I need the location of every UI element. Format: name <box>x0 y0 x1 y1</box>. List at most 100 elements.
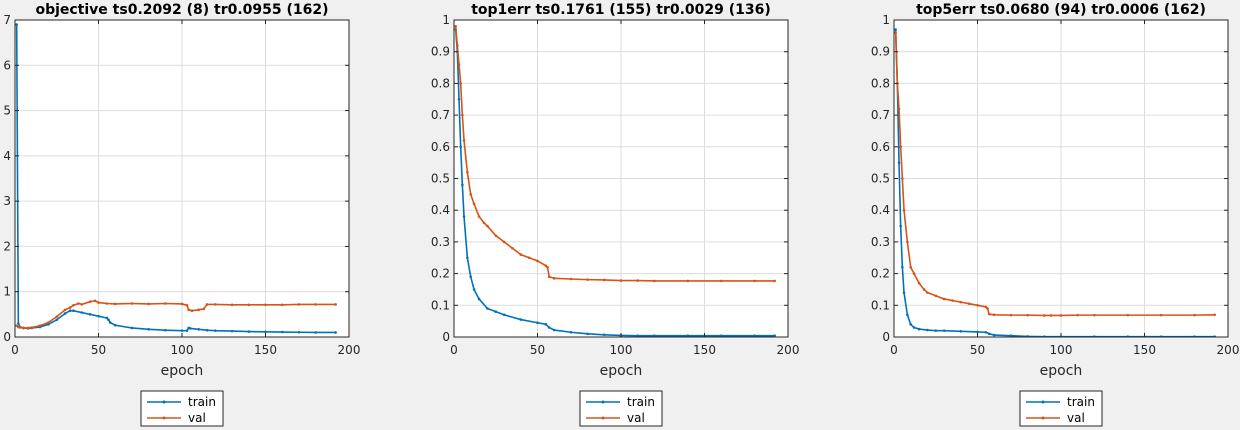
legend-label-val: val <box>188 411 206 425</box>
data-point-train <box>992 333 996 337</box>
data-point-train <box>519 318 523 321</box>
data-point-train <box>899 224 902 228</box>
data-point-train <box>912 326 916 329</box>
data-point-train <box>15 23 18 26</box>
legend: train val <box>579 390 663 427</box>
data-point-train <box>72 309 75 313</box>
x-tick-label: 0 <box>450 343 458 357</box>
data-point-val <box>922 288 926 291</box>
data-point-val <box>459 82 462 85</box>
data-point-val <box>22 326 25 330</box>
data-point-val <box>897 107 901 111</box>
y-tick-label: 0.4 <box>431 203 450 217</box>
y-tick-label: 0.9 <box>871 45 890 59</box>
data-point-val <box>653 279 656 283</box>
data-point-val <box>636 279 639 282</box>
legend-label-train: train <box>627 395 655 409</box>
data-point-val <box>926 291 929 294</box>
data-point-val <box>906 240 909 244</box>
data-point-val <box>527 256 531 260</box>
y-tick-label: 0.2 <box>431 267 450 281</box>
data-point-val <box>477 215 481 218</box>
series-val <box>454 25 776 283</box>
data-point-val <box>197 308 200 312</box>
data-point-train <box>147 328 150 331</box>
data-point-val <box>130 302 134 305</box>
data-point-val <box>1193 313 1196 317</box>
data-point-train <box>185 329 189 332</box>
legend-box <box>140 390 224 427</box>
y-tick-label: 1 <box>3 285 11 299</box>
data-point-train <box>88 313 92 316</box>
data-point-val <box>314 303 317 306</box>
legend-marker-val <box>601 416 605 420</box>
data-point-val <box>202 307 206 311</box>
data-point-val <box>461 113 464 117</box>
y-tick-label: 0.7 <box>871 108 890 122</box>
data-point-val <box>47 321 50 324</box>
data-point-val <box>97 301 100 304</box>
data-point-val <box>164 302 167 305</box>
data-point-train <box>108 321 112 324</box>
legend-marker-train <box>162 400 166 404</box>
data-point-val <box>1059 314 1063 317</box>
data-point-train <box>773 334 776 337</box>
legend: train val <box>140 390 224 427</box>
data-point-train <box>230 329 234 333</box>
x-tick-label: 150 <box>254 343 277 357</box>
data-point-val <box>719 279 723 283</box>
data-point-val <box>511 246 514 250</box>
data-point-train <box>197 328 200 331</box>
data-point-val <box>105 302 109 305</box>
data-point-val <box>190 309 194 313</box>
x-tick-label: 200 <box>777 343 800 357</box>
data-point-val <box>469 193 473 196</box>
data-point-val <box>77 302 80 305</box>
chart-title: objective ts0.2092 (8) tr0.0955 (162) <box>35 2 328 18</box>
data-point-val <box>984 305 988 309</box>
data-point-val <box>603 278 606 282</box>
data-point-val <box>334 303 337 306</box>
data-point-val <box>1093 313 1096 317</box>
x-tick-label: 150 <box>693 343 716 357</box>
data-point-val <box>187 308 190 312</box>
legend-label-train: train <box>188 395 216 409</box>
data-point-train <box>47 323 50 326</box>
data-point-val <box>942 297 946 301</box>
x-axis-label: epoch <box>161 363 204 379</box>
data-point-train <box>247 330 251 333</box>
data-point-val <box>482 221 486 225</box>
data-point-val <box>297 303 301 306</box>
data-point-val <box>72 304 75 307</box>
data-point-val <box>18 326 22 329</box>
data-point-train <box>942 329 946 332</box>
data-point-val <box>264 303 267 307</box>
series-train <box>454 28 776 337</box>
data-point-val <box>951 299 954 302</box>
data-point-train <box>902 291 906 294</box>
x-tick-label: 100 <box>1050 343 1073 357</box>
y-tick-label: 0.2 <box>871 267 890 281</box>
data-point-train <box>130 326 134 330</box>
x-tick-label: 0 <box>11 343 19 357</box>
data-point-val <box>686 279 690 283</box>
data-point-val <box>27 326 30 330</box>
data-point-train <box>457 97 461 101</box>
data-point-val <box>546 265 549 269</box>
data-point-val <box>619 279 623 282</box>
data-point-val <box>917 281 921 285</box>
data-point-val <box>987 312 991 316</box>
data-point-val <box>462 139 466 142</box>
data-point-train <box>686 334 690 337</box>
data-point-val <box>466 170 469 174</box>
y-tick-label: 7 <box>3 13 11 27</box>
y-tick-label: 0.7 <box>431 108 450 122</box>
data-point-train <box>105 316 109 320</box>
data-point-train <box>68 309 72 313</box>
data-point-train <box>334 331 337 334</box>
chart-3: 0 50 100 150 200 0 0.1 0.2 0.3 0.4 0.5 0.6 0.7 0.8 0.9… <box>871 2 1239 427</box>
data-point-train <box>466 256 469 260</box>
y-tick-label: 2 <box>3 239 11 253</box>
data-point-val <box>486 224 489 228</box>
